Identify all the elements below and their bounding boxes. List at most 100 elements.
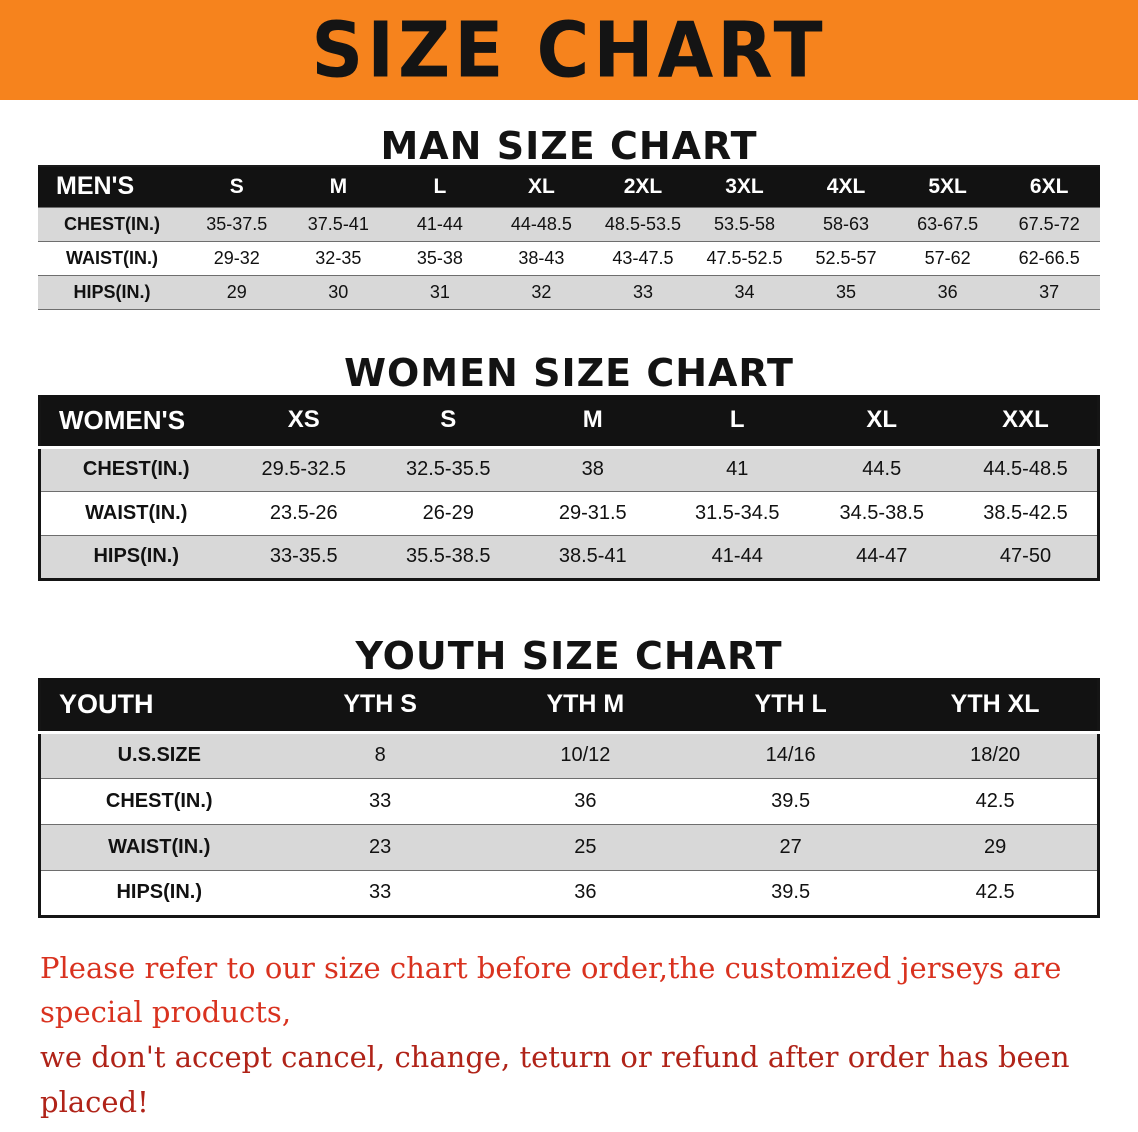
size-value: 41-44 [711, 545, 763, 567]
size-value: 25 [574, 835, 597, 858]
banner: SIZE CHART [0, 0, 1138, 100]
size-column-header: YTH S [277, 674, 483, 734]
size-value: 33 [632, 281, 653, 302]
size-column-header: L [389, 166, 491, 207]
size-value: 41 [726, 458, 749, 480]
size-column-header: S [186, 166, 288, 207]
size-value: 36 [574, 881, 597, 903]
size-column-header: 5XL [896, 166, 999, 207]
size-value: 38.5-42.5 [983, 501, 1068, 524]
row-label: CHEST(IN.) [64, 213, 160, 234]
size-column-header: YTH L [688, 674, 894, 734]
size-value: 33 [369, 881, 392, 903]
size-value: 62-66.5 [1018, 247, 1080, 268]
size-column-header: M [287, 166, 390, 207]
measurement-row: HIPS(IN.) 29 30 31 32 33 34 35 36 37 [38, 275, 1100, 309]
size-column-header: XL [490, 166, 593, 207]
size-value: 47.5-52.5 [706, 247, 783, 268]
size-value: 42.5 [975, 881, 1015, 903]
notice-line-2: we don't accept cancel, change, teturn o… [40, 1040, 1070, 1120]
size-column-header: YTH M [482, 674, 688, 734]
size-value: 29 [984, 835, 1007, 858]
size-column-header: L [665, 391, 810, 449]
size-value: 10/12 [560, 744, 611, 766]
size-value: 63-67.5 [917, 213, 979, 234]
women-size-section: WOMEN SIZE CHART WOMEN'S XS S M L XL XXL CHEST(… [0, 354, 1138, 581]
size-value: 33 [369, 789, 392, 812]
size-value: 29-31.5 [558, 501, 627, 524]
row-label: WAIST(IN.) [66, 247, 158, 268]
youth-section-heading: YOUTH SIZE CHART [355, 633, 783, 678]
size-column-header: 2XL [592, 166, 694, 207]
size-value: 37 [1039, 281, 1060, 302]
size-value: 38.5-41 [558, 545, 627, 567]
size-value: 67.5-72 [1018, 213, 1080, 234]
size-value: 30 [328, 281, 349, 302]
measurement-row: WAIST(IN.) 23.5-26 26-29 29-31.5 31.5-34.5 34… [39, 491, 1099, 535]
size-column-header: M [520, 391, 665, 449]
size-value: 39.5 [771, 881, 811, 903]
youth-size-section: YOUTH SIZE CHART YOUTH YTH S YTH M YTH L YTH… [0, 637, 1138, 918]
size-value: 26-29 [422, 501, 474, 524]
size-value: 53.5-58 [713, 213, 776, 234]
size-value: 34.5-38.5 [839, 501, 924, 524]
size-column-header: S [376, 391, 521, 449]
size-value: 35.5-38.5 [405, 545, 491, 567]
men-section-heading: MAN SIZE CHART [380, 124, 758, 168]
size-column-header: 4XL [795, 166, 897, 207]
size-value: 23 [369, 835, 392, 858]
size-value: 32 [531, 281, 552, 302]
size-value: 29 [226, 281, 247, 302]
size-value: 31.5-34.5 [694, 501, 780, 524]
size-value: 44-47 [856, 545, 908, 567]
order-notice: Please refer to our size chart before or… [40, 946, 1102, 1126]
size-value: 27 [779, 835, 802, 858]
size-value: 58-63 [823, 213, 870, 234]
measurement-row: CHEST(IN.) 33 36 39.5 42.5 [39, 778, 1099, 824]
size-value: 29.5-32.5 [261, 458, 346, 480]
size-value: 44-48.5 [510, 213, 572, 234]
size-value: 44.5-48.5 [983, 458, 1068, 480]
size-value: 32.5-35.5 [405, 458, 491, 480]
size-value: 35 [836, 281, 857, 302]
size-value: 38-43 [518, 247, 565, 268]
size-value: 57-62 [924, 247, 971, 268]
size-value: 52.5-57 [815, 247, 877, 268]
header-row: YOUTH YTH S YTH M YTH L YTH XL [39, 674, 1099, 734]
page-title: SIZE CHART [311, 5, 827, 95]
men-size-table: MEN'S S M L XL 2XL 3XL 4XL 5XL 6XL CHEST(IN.) 35-37… [38, 165, 1100, 310]
size-value: 34 [734, 281, 755, 302]
size-value: 8 [374, 744, 386, 766]
size-value: 43-47.5 [612, 247, 674, 268]
measurement-row: CHEST(IN.) 35-37.5 37.5-41 41-44 44-48.5 48.5… [38, 207, 1100, 241]
measurement-row: U.S.SIZE 8 10/12 14/16 18/20 [39, 732, 1099, 778]
youth-size-table: YOUTH YTH S YTH M YTH L YTH XL U.S.SIZE 8 10/12… [38, 674, 1100, 918]
size-value: 42.5 [975, 789, 1015, 812]
size-column-header: YTH XL [893, 674, 1099, 734]
size-column-header: XXL [954, 391, 1099, 449]
size-value: 38 [581, 458, 604, 480]
row-label: U.S.SIZE [117, 744, 201, 766]
measurement-row: WAIST(IN.) 23 25 27 29 [39, 824, 1099, 870]
size-value: 47-50 [999, 545, 1052, 567]
size-value: 39.5 [771, 789, 811, 812]
size-value: 35-37.5 [206, 213, 268, 234]
measurement-row: HIPS(IN.) 33-35.5 35.5-38.5 38.5-41 41-44 44-… [39, 535, 1099, 579]
size-value: 44.5 [862, 458, 902, 480]
women-size-table: WOMEN'S XS S M L XL XXL CHEST(IN.) 29.5-32.5 32.5… [38, 391, 1100, 581]
size-value: 23.5-26 [269, 501, 338, 524]
size-value: 37.5-41 [307, 213, 369, 234]
size-column-header: 3XL [693, 166, 796, 207]
size-value: 33-35.5 [269, 545, 338, 567]
size-value: 36 [574, 789, 597, 812]
size-column-header: XL [809, 391, 954, 449]
size-value: 18/20 [970, 744, 1021, 766]
measurement-row: CHEST(IN.) 29.5-32.5 32.5-35.5 38 41 44.5 44.5… [39, 447, 1099, 491]
row-label: HIPS(IN.) [93, 545, 180, 567]
measurement-row: WAIST(IN.) 29-32 32-35 35-38 38-43 43-47.5 47.… [38, 241, 1100, 275]
header-row: WOMEN'S XS S M L XL XXL [39, 391, 1099, 449]
size-value: 35-38 [416, 247, 463, 268]
table-group-title: WOMEN'S [39, 391, 232, 449]
men-size-section: MAN SIZE CHART MEN'S S M L XL 2XL 3XL 4XL 5XL 6XL… [0, 127, 1138, 310]
